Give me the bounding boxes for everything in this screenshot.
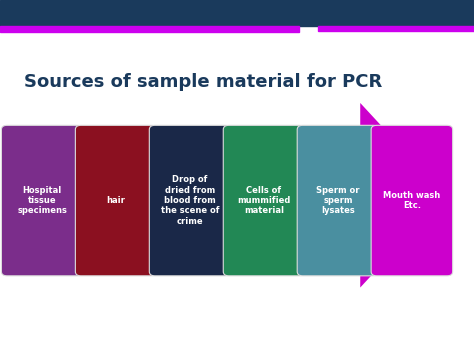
FancyBboxPatch shape <box>371 125 453 276</box>
FancyBboxPatch shape <box>297 125 379 276</box>
Polygon shape <box>9 103 446 288</box>
Bar <box>0 26 299 32</box>
FancyBboxPatch shape <box>223 125 305 276</box>
Text: Hospital
tissue
specimens: Hospital tissue specimens <box>17 186 67 215</box>
Text: Cells of
mummified
material: Cells of mummified material <box>237 186 291 215</box>
Text: Sources of sample material for PCR: Sources of sample material for PCR <box>24 73 382 91</box>
Bar <box>0 0 474 26</box>
FancyBboxPatch shape <box>1 125 83 276</box>
Text: hair: hair <box>107 196 126 205</box>
Bar <box>318 26 474 31</box>
FancyBboxPatch shape <box>75 125 157 276</box>
Text: Drop of
dried from
blood from
the scene of
crime: Drop of dried from blood from the scene … <box>161 175 219 226</box>
Text: Mouth wash
Etc.: Mouth wash Etc. <box>383 191 440 210</box>
Text: Sperm or
sperm
lysates: Sperm or sperm lysates <box>316 186 360 215</box>
FancyBboxPatch shape <box>149 125 231 276</box>
